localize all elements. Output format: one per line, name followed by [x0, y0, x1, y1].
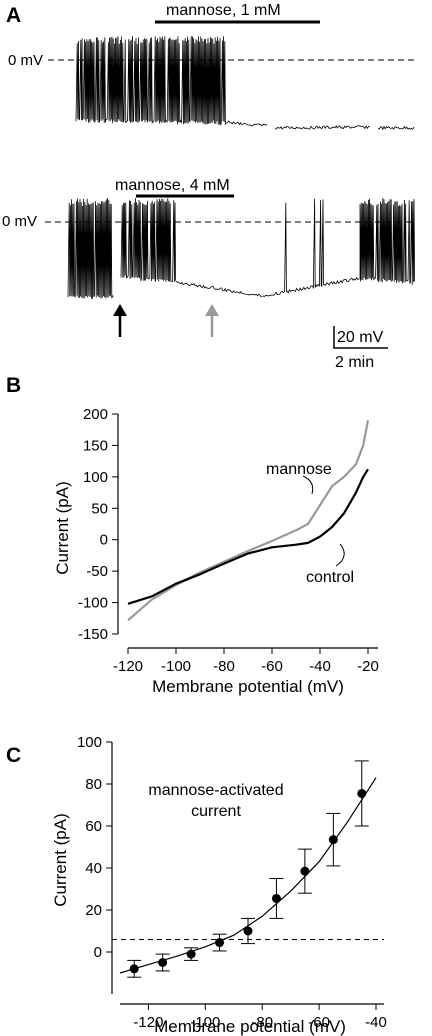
- x-tick-label: -120: [113, 658, 143, 675]
- y-tick-label: 50: [91, 500, 108, 517]
- trace-path: [75, 35, 415, 131]
- data-point: [243, 926, 253, 936]
- x-tick-label: -40: [365, 1014, 387, 1031]
- scalebar-time-label: 2 min: [335, 354, 374, 371]
- scalebar-voltage-label: 20 mV: [337, 329, 384, 346]
- control-series-label: control: [306, 569, 354, 586]
- x-tick-label: -80: [213, 658, 235, 675]
- data-point: [158, 958, 168, 967]
- panel-c-x-ticks: -120 -100 -80 -60 -40: [133, 1004, 387, 1031]
- y-tick-label: 0: [100, 532, 108, 549]
- trace-path: [67, 197, 415, 299]
- data-point: [129, 964, 139, 974]
- data-point: [271, 893, 281, 903]
- y-tick-label: -50: [86, 563, 108, 580]
- data-point: [328, 835, 338, 845]
- panel-b-letter: B: [6, 374, 21, 397]
- y-tick-label: 150: [83, 437, 108, 454]
- data-point: [215, 938, 225, 948]
- mannose-label-leader: [302, 475, 314, 495]
- data-point: [186, 949, 196, 959]
- y-tick-label: 40: [85, 860, 102, 877]
- y-tick-label: 0: [94, 944, 102, 961]
- control-line: [127, 468, 369, 605]
- panel-b-y-axis-label: Current (pA): [53, 481, 72, 575]
- x-tick-label: -100: [161, 658, 191, 675]
- x-tick-label: -60: [261, 658, 283, 675]
- panel-c-annotation-line1: mannose-activated: [148, 782, 283, 799]
- panel-c-points: [127, 760, 369, 978]
- x-tick-label: -20: [357, 658, 379, 675]
- y-tick-label: 60: [85, 818, 102, 835]
- panel-c-y-ticks: 0 20 40 60 80 100: [77, 734, 112, 961]
- trace1-recording: [75, 35, 415, 131]
- panel-c-y-axis-label: Current (pA): [51, 813, 70, 907]
- x-tick-label: -120: [133, 1014, 163, 1031]
- trace2-recording: [67, 197, 415, 299]
- panel-b-x-axis-label: Membrane potential (mV): [152, 677, 344, 696]
- panel-b-chart: Membrane potential (mV) Current (pA) -15…: [53, 406, 379, 696]
- gray-arrow: [205, 304, 219, 337]
- y-tick-label: 100: [77, 734, 102, 751]
- panel-a-letter: A: [6, 4, 21, 27]
- x-tick-label: -80: [251, 1014, 273, 1031]
- scalebar: 20 mV 2 min: [333, 326, 388, 371]
- data-point: [300, 866, 310, 876]
- data-point: [357, 788, 367, 798]
- panel-c-x-axis-label: Membrane potential (mV): [154, 1017, 346, 1036]
- black-arrow: [113, 304, 127, 337]
- panel-c-annotation-line2: current: [191, 803, 241, 820]
- control-label-leader: [335, 543, 345, 567]
- trace1-zero-label: 0 mV: [8, 52, 43, 69]
- panel-b-x-ticks: -120 -100 -80 -60 -40 -20: [113, 648, 379, 675]
- x-tick-label: -40: [309, 658, 331, 675]
- y-tick-label: 200: [83, 406, 108, 423]
- y-tick-label: -100: [78, 595, 108, 612]
- y-tick-label: 80: [85, 776, 102, 793]
- panel-c-chart: Membrane potential (mV) Current (pA) man…: [51, 734, 387, 1036]
- panel-c-letter: C: [6, 744, 21, 767]
- x-tick-label: -100: [190, 1014, 220, 1031]
- trace1-treatment-label: mannose, 1 mM: [166, 2, 281, 19]
- x-tick-label: -60: [308, 1014, 330, 1031]
- trace2-treatment-label: mannose, 4 mM: [115, 177, 230, 194]
- mannose-series-label: mannose: [266, 461, 332, 478]
- y-tick-label: 100: [83, 469, 108, 486]
- panel-b-series: [127, 420, 370, 622]
- panel-b-y-ticks: -150 -100 -50 0 50 100 150 200: [78, 406, 118, 643]
- trace2-zero-label: 0 mV: [2, 213, 37, 230]
- y-tick-label: -150: [78, 626, 108, 643]
- y-tick-label: 20: [85, 902, 102, 919]
